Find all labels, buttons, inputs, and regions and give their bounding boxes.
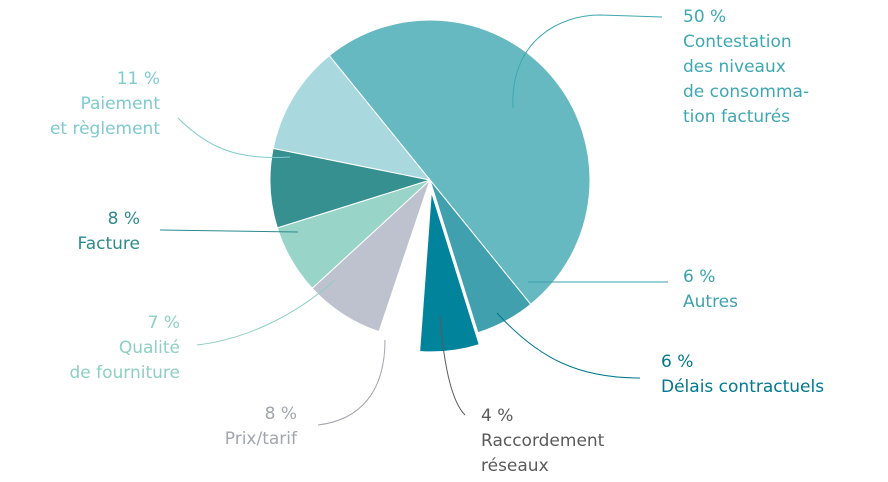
value-label: 8 %: [264, 404, 297, 424]
leader-line: [512, 14, 663, 109]
pie-slice: [419, 191, 480, 353]
slice-label: 50 % Contestation des niveaux de consomma…: [683, 5, 809, 130]
value-label: 7 %: [147, 313, 180, 333]
pie-slice: [328, 19, 591, 306]
category-label: Qualité de fourniture: [69, 338, 180, 383]
leader-line: [317, 339, 386, 426]
leader-line: [177, 117, 291, 158]
slice-label: 4 % Raccordement réseaux: [481, 404, 604, 479]
category-label: Contestation des niveaux de consomma- ti…: [683, 32, 810, 127]
leader-line: [196, 279, 336, 346]
slice-label: 7 % Qualité de fourniture: [69, 311, 180, 386]
value-label: 50 %: [683, 7, 727, 27]
value-label: 4 %: [481, 406, 514, 426]
category-label: Prix/tarif: [224, 429, 297, 449]
leader-line: [496, 312, 641, 379]
category-label: Autres: [683, 292, 739, 312]
value-label: 6 %: [683, 267, 716, 287]
category-label: Paiement et règlement: [49, 94, 160, 139]
category-label: Délais contractuels: [661, 377, 825, 397]
pie-slice: [272, 54, 432, 181]
slice-label: 8 % Facture: [78, 207, 141, 257]
category-label: Raccordement réseaux: [481, 431, 605, 476]
value-label: 8 %: [107, 209, 140, 229]
value-label: 6 %: [661, 352, 694, 372]
slice-label: 6 % Autres: [683, 265, 738, 315]
slice-label: 8 % Prix/tarif: [225, 402, 297, 452]
slice-label: 11 % Paiement et règlement: [50, 67, 160, 142]
leader-line: [159, 229, 299, 233]
category-label: Facture: [77, 234, 141, 254]
leader-line: [439, 315, 466, 416]
pie-slice: [429, 179, 532, 334]
value-label: 11 %: [116, 69, 160, 89]
slice-label: 6 % Délais contractuels: [661, 350, 824, 400]
